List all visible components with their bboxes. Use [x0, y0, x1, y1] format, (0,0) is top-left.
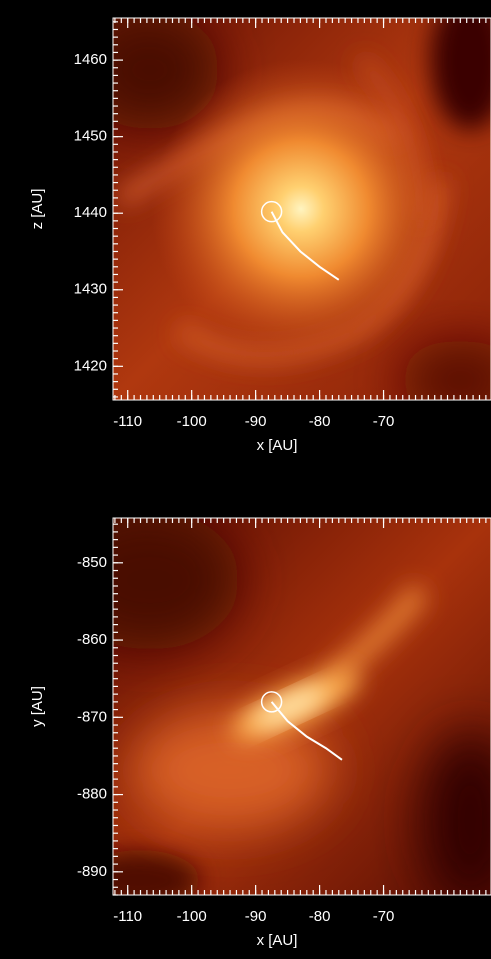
x-tick-label: -110	[113, 908, 142, 925]
x-tick-label: -80	[309, 413, 331, 430]
y-tick-label: 1450	[74, 128, 107, 145]
x-axis-label: x [AU]	[257, 437, 298, 454]
y-tick-label: 1460	[74, 51, 107, 68]
y-axis-label: y [AU]	[29, 686, 46, 727]
x-tick-label: -70	[373, 908, 395, 925]
plot-frame	[112, 17, 491, 401]
trajectory	[270, 211, 340, 281]
y-axis-label: z [AU]	[29, 189, 46, 230]
x-tick-label: -100	[177, 413, 207, 430]
density-map	[113, 518, 491, 895]
trajectory	[270, 701, 343, 761]
x-tick-label: -90	[245, 413, 267, 430]
y-tick-label: -890	[77, 863, 107, 880]
plot-frame	[112, 517, 491, 896]
x-tick-label: -90	[245, 908, 267, 925]
x-tick-label: -100	[177, 908, 207, 925]
x-axis-label: x [AU]	[257, 932, 298, 949]
x-tick-label: -110	[113, 413, 142, 430]
density-map	[113, 18, 491, 400]
x-tick-label: -80	[309, 908, 331, 925]
sink-marker	[260, 691, 283, 713]
y-tick-label: -850	[77, 554, 107, 571]
y-tick-label: -860	[77, 631, 107, 648]
sink-marker	[260, 200, 283, 223]
y-tick-label: 1420	[74, 357, 107, 374]
y-tick-label: -870	[77, 708, 107, 725]
y-tick-label: -880	[77, 786, 107, 803]
y-tick-label: 1430	[74, 281, 107, 298]
x-tick-label: -70	[373, 413, 395, 430]
y-tick-label: 1440	[74, 204, 107, 221]
